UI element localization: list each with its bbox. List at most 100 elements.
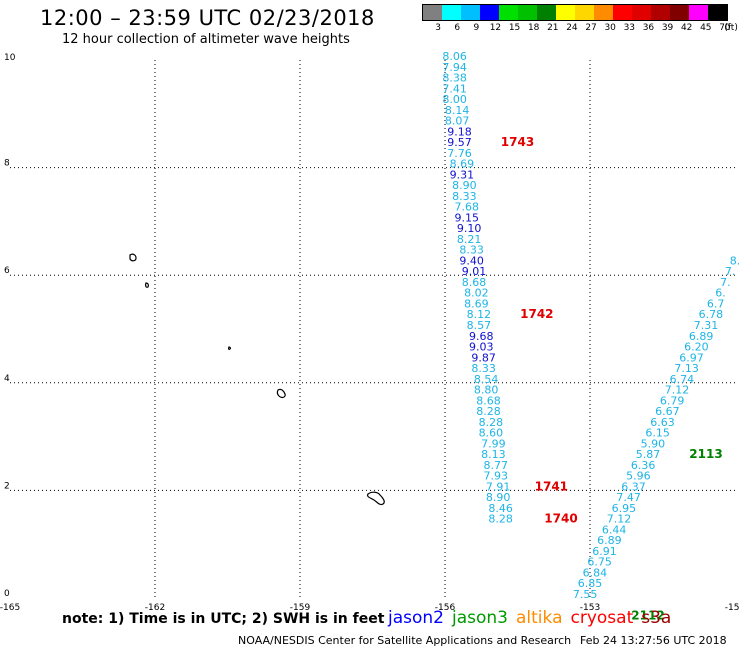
wave-height-point: 7. [725, 265, 736, 278]
wave-height-point: 6.84 [583, 566, 608, 579]
wave-height-point: 8. [730, 254, 740, 267]
wave-height-point: 5.90 [641, 437, 666, 450]
wave-height-point: 9.40 [459, 254, 484, 267]
wave-height-point: 8.69 [464, 297, 489, 310]
wave-height-point: 6.74 [670, 373, 695, 386]
wave-height-point: 6.95 [612, 502, 637, 515]
island-outline [366, 491, 385, 506]
island-outline [227, 346, 232, 350]
wave-height-point: 6.91 [592, 545, 617, 558]
legend-swatch [632, 5, 651, 20]
wave-height-point: 8.21 [457, 233, 482, 246]
legend-swatch [689, 5, 708, 20]
wave-height-point: 8.07 [445, 115, 470, 128]
island-outline [129, 253, 137, 262]
wave-height-point: 8.06 [442, 50, 467, 63]
wave-height-point: 7.47 [616, 491, 641, 504]
wave-height-point: 7.68 [455, 201, 480, 214]
legend-swatch [575, 5, 594, 20]
x-tick-label: -156 [435, 603, 456, 613]
wave-height-point: 8.54 [474, 373, 499, 386]
wave-height-point: 8.28 [476, 405, 501, 418]
y-tick-label: 0 [4, 589, 10, 599]
wave-height-point: 8.13 [481, 448, 506, 461]
wave-height-point: 8.33 [452, 190, 477, 203]
wave-height-point: 6.89 [597, 534, 622, 547]
wave-height-point: 9.10 [457, 222, 482, 235]
wave-height-point: 6.79 [660, 394, 685, 407]
wave-height-point: 9.68 [469, 330, 494, 343]
wave-height-point: 7.99 [481, 437, 506, 450]
wave-height-point: 8.57 [467, 319, 492, 332]
pass-time-label: 1743 [501, 135, 534, 149]
wave-height-point: 8.00 [442, 93, 467, 106]
wave-height-point: 8.80 [474, 384, 499, 397]
legend-label: 33 [623, 23, 636, 33]
color-legend: 3 6 9 12 15 18 21 24 27 30 33 36 39 42 45 70 (ft) [422, 4, 738, 35]
legend-unit: (ft) [724, 23, 738, 33]
wave-height-point: 5.87 [636, 448, 661, 461]
legend-labels: 3 6 9 12 15 18 21 24 27 30 33 36 39 42 45 70 (ft) [422, 21, 738, 35]
wave-height-point: 8.90 [486, 491, 511, 504]
wave-height-point: 6.36 [631, 459, 656, 472]
y-tick-label: 6 [4, 266, 10, 276]
wave-height-point: 9.87 [471, 351, 496, 364]
wave-height-point: 7.41 [442, 82, 467, 95]
wave-height-point: 6. [715, 287, 726, 300]
pass-time-label: 2112 [631, 609, 664, 623]
wave-height-point: 7. [720, 276, 731, 289]
wave-height-point: 9.57 [447, 136, 472, 149]
legend-swatch [499, 5, 518, 20]
wave-height-point: 8.90 [452, 179, 477, 192]
wave-height-point: 7.93 [484, 470, 509, 483]
x-tick-label: -150 [725, 603, 740, 613]
legend-label: 42 [680, 23, 693, 33]
wave-height-point: 7.12 [607, 513, 632, 526]
legend-swatch [594, 5, 613, 20]
legend-label: 3 [435, 23, 441, 33]
pass-time-label: 1742 [520, 307, 553, 321]
legend-label: 45 [700, 23, 712, 33]
legend-label: 24 [566, 23, 578, 33]
wave-height-point: 6.44 [602, 523, 627, 536]
wave-height-point: 8.12 [467, 308, 492, 321]
wave-height-point: 9.15 [455, 211, 480, 224]
wave-height-point: 6.78 [699, 308, 724, 321]
legend-label: 39 [661, 23, 674, 33]
wave-height-point: 6.20 [684, 341, 709, 354]
wave-height-point: 8.68 [462, 276, 487, 289]
island-outline [276, 388, 286, 399]
wave-height-point: 8.38 [442, 72, 467, 85]
satellite-altika: altika [516, 608, 563, 628]
legend-label: 9 [473, 23, 480, 33]
wave-height-point: 8.14 [445, 104, 470, 117]
satellite-cryosat: cryosat [570, 608, 634, 628]
x-tick-label: -162 [145, 603, 165, 613]
legend-swatch [651, 5, 670, 20]
island-outline [145, 282, 149, 288]
wave-height-point: 8.77 [484, 459, 509, 472]
legend-swatch [670, 5, 689, 20]
x-tick-label: -153 [580, 603, 600, 613]
wave-height-point: 9.31 [450, 168, 475, 181]
wave-height-point: 6.75 [587, 556, 612, 569]
legend-swatch [613, 5, 632, 20]
wave-height-point: 9.03 [469, 341, 494, 354]
x-tick-label: -165 [0, 603, 20, 613]
satellite-s3a: s3a [641, 608, 672, 628]
chart-title: 12:00 – 23:59 UTC 02/23/2018 [40, 6, 375, 30]
wave-height-point: 8.33 [459, 244, 484, 257]
generated-timestamp: Feb 24 13:27:56 UTC 2018 [580, 634, 727, 647]
legend-label: 30 [604, 23, 616, 33]
legend-swatch [537, 5, 556, 20]
y-tick-label: 10 [4, 53, 16, 63]
wave-height-point: 7.91 [486, 480, 511, 493]
satellite-jason3: jason3 [452, 608, 508, 628]
wave-height-point: 8.69 [450, 158, 475, 171]
wave-height-point: 8.28 [479, 416, 504, 429]
legend-label: 6 [454, 23, 461, 33]
wave-height-point: 7.31 [694, 319, 719, 332]
wave-height-point: 7.13 [674, 362, 699, 375]
legend-label: 12 [489, 23, 502, 33]
